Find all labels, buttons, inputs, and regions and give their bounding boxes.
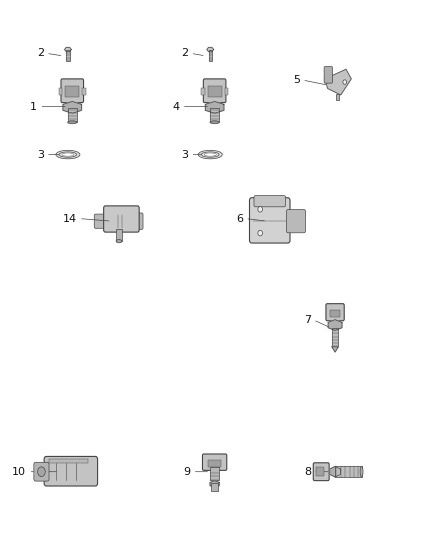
Polygon shape: [64, 47, 71, 52]
Polygon shape: [332, 347, 338, 352]
Ellipse shape: [59, 152, 77, 157]
Text: 8: 8: [304, 467, 311, 477]
Ellipse shape: [38, 467, 45, 477]
FancyBboxPatch shape: [104, 206, 139, 232]
FancyBboxPatch shape: [61, 79, 84, 102]
Bar: [330, 310, 340, 317]
Ellipse shape: [116, 239, 122, 243]
Ellipse shape: [210, 121, 219, 124]
FancyBboxPatch shape: [286, 209, 305, 233]
Text: 2: 2: [181, 49, 188, 58]
Text: 4: 4: [173, 102, 180, 111]
FancyBboxPatch shape: [131, 213, 143, 229]
Ellipse shape: [204, 153, 216, 156]
Polygon shape: [330, 466, 340, 477]
Bar: [65, 86, 79, 97]
FancyBboxPatch shape: [250, 198, 290, 243]
Bar: [210, 467, 219, 481]
FancyBboxPatch shape: [254, 196, 286, 207]
Bar: [201, 88, 205, 95]
Text: 2: 2: [37, 49, 44, 58]
Bar: [210, 108, 219, 122]
FancyBboxPatch shape: [94, 214, 108, 228]
Bar: [208, 460, 221, 467]
Bar: [335, 466, 362, 477]
Text: 14: 14: [63, 214, 77, 223]
Bar: [82, 88, 86, 95]
Text: 6: 6: [236, 214, 243, 223]
Ellipse shape: [198, 150, 222, 159]
Polygon shape: [207, 47, 214, 52]
Bar: [207, 87, 222, 108]
Ellipse shape: [56, 150, 80, 159]
Text: 3: 3: [37, 150, 44, 159]
Bar: [316, 467, 324, 476]
Circle shape: [258, 230, 262, 236]
Polygon shape: [325, 69, 351, 95]
Text: 9: 9: [184, 467, 191, 477]
Bar: [59, 88, 62, 95]
FancyBboxPatch shape: [324, 67, 332, 83]
Ellipse shape: [62, 153, 74, 156]
Text: 7: 7: [304, 315, 311, 325]
FancyBboxPatch shape: [34, 462, 49, 481]
Ellipse shape: [67, 121, 77, 124]
Circle shape: [258, 206, 262, 212]
Bar: [49, 459, 88, 463]
FancyBboxPatch shape: [44, 456, 98, 486]
Bar: [225, 88, 228, 95]
Bar: [67, 108, 77, 122]
Bar: [65, 87, 80, 108]
Bar: [66, 50, 70, 61]
Bar: [116, 229, 122, 241]
Circle shape: [343, 80, 346, 84]
Bar: [208, 50, 212, 61]
FancyBboxPatch shape: [202, 454, 227, 470]
Text: 3: 3: [181, 150, 188, 159]
Text: 5: 5: [293, 75, 300, 85]
Polygon shape: [205, 101, 224, 113]
Polygon shape: [210, 481, 219, 487]
FancyBboxPatch shape: [203, 79, 226, 102]
Ellipse shape: [360, 466, 363, 477]
Bar: [211, 483, 218, 491]
Text: 10: 10: [12, 467, 26, 477]
Bar: [336, 94, 339, 100]
FancyBboxPatch shape: [326, 304, 344, 321]
Bar: [208, 86, 222, 97]
Ellipse shape: [201, 152, 219, 157]
Polygon shape: [328, 320, 342, 330]
Polygon shape: [63, 101, 81, 113]
Bar: [332, 328, 338, 347]
FancyBboxPatch shape: [313, 463, 329, 481]
Text: 1: 1: [30, 102, 37, 111]
